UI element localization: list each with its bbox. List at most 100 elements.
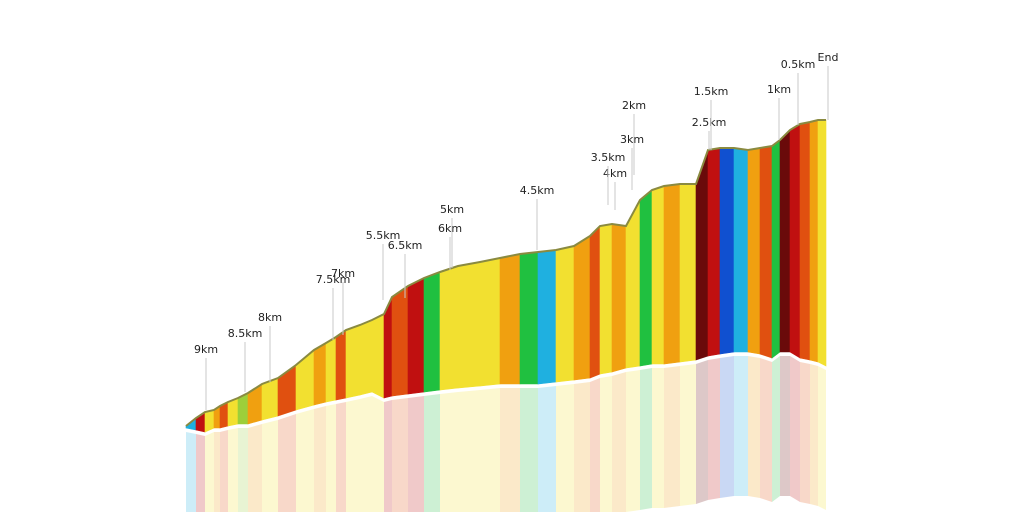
profile-segment — [707, 147, 721, 357]
profile-segment — [651, 185, 665, 365]
profile-reflection-segment — [696, 360, 708, 504]
profile-segment — [779, 129, 791, 353]
profile-segment — [639, 189, 653, 367]
marker-label: 8.5km — [228, 327, 263, 340]
profile-segment — [204, 409, 215, 433]
profile-segment — [733, 147, 749, 353]
profile-reflection-segment — [296, 409, 314, 512]
profile-reflection-segment — [590, 378, 600, 512]
profile-reflection-segment — [626, 370, 640, 512]
profile-segment — [325, 336, 337, 403]
profile-reflection-segment — [810, 364, 818, 506]
profile-reflection-segment — [520, 388, 538, 512]
profile-reflection-segment — [720, 356, 734, 498]
profile-reflection-segment — [248, 424, 262, 512]
profile-reflection-segment — [790, 356, 800, 502]
profile-reflection-segment — [600, 376, 612, 512]
profile-segment — [573, 235, 591, 381]
profile-segment — [359, 319, 373, 396]
profile-reflection-segment — [424, 394, 440, 512]
profile-reflection-segment — [760, 358, 772, 502]
profile-segment — [247, 383, 263, 425]
marker-label: 7.5km — [316, 273, 351, 286]
profile-reflection-segment — [408, 396, 424, 512]
profile-segment — [457, 261, 481, 389]
profile-reflection-segment — [186, 432, 196, 512]
profile-reflection-segment — [818, 366, 826, 510]
marker-label: 1km — [767, 83, 791, 96]
profile-segment — [295, 349, 315, 411]
profile-reflection-segment — [640, 368, 652, 510]
marker-label: 1.5km — [694, 85, 729, 98]
marker-label: 4.5km — [520, 184, 555, 197]
profile-reflection-segment — [238, 428, 248, 512]
profile-segment — [611, 223, 627, 373]
profile-reflection-segment — [372, 396, 384, 512]
profile-segment — [499, 253, 521, 385]
profile-reflection-segment — [538, 386, 556, 512]
profile-reflection-segment — [652, 368, 664, 508]
profile-segment — [789, 123, 801, 359]
profile-reflection-segment — [574, 382, 590, 512]
marker-label: 5km — [440, 203, 464, 216]
profile-segment — [589, 225, 601, 379]
profile-segment — [423, 271, 441, 393]
profile-segment — [439, 265, 459, 391]
profile-reflection-segment — [278, 414, 296, 512]
marker-label: 3.5km — [591, 151, 626, 164]
profile-reflection-segment — [556, 384, 574, 512]
marker-label: 6.5km — [388, 239, 423, 252]
profile-segment — [391, 285, 409, 397]
profile-reflection-segment — [480, 388, 500, 512]
profile-segment — [759, 145, 773, 359]
marker-label: 8km — [258, 311, 282, 324]
profile-reflection — [186, 356, 826, 512]
marker-label: 5.5km — [366, 229, 401, 242]
profile-reflection-segment — [262, 420, 278, 512]
profile-reflection-segment — [228, 428, 238, 512]
profile-reflection-segment — [612, 372, 626, 512]
profile-surface — [185, 119, 827, 433]
marker-label: 9km — [194, 343, 218, 356]
profile-reflection-segment — [336, 402, 346, 512]
profile-segment — [771, 139, 781, 359]
profile-reflection-segment — [748, 356, 760, 498]
profile-segment — [555, 245, 575, 383]
profile-segment — [519, 251, 539, 385]
profile-reflection-segment — [360, 396, 372, 512]
profile-reflection-segment — [800, 362, 810, 504]
profile-segment — [371, 313, 385, 399]
profile-segment — [817, 119, 827, 367]
profile-segment — [625, 199, 641, 369]
marker-label: 2.5km — [692, 116, 727, 129]
profile-segment — [313, 342, 327, 406]
profile-segment — [407, 277, 425, 395]
profile-segment — [663, 183, 681, 365]
profile-segment — [679, 183, 697, 363]
profile-reflection-segment — [314, 406, 326, 512]
profile-reflection-segment — [734, 356, 748, 496]
profile-segment — [335, 329, 347, 401]
marker-label: 6km — [438, 222, 462, 235]
profile-reflection-segment — [458, 390, 480, 512]
profile-reflection-segment — [384, 400, 392, 512]
profile-reflection-segment — [392, 398, 408, 512]
profile-reflection-segment — [196, 434, 205, 512]
marker-label: 4km — [603, 167, 627, 180]
marker-label: 7km — [331, 267, 355, 280]
profile-segment — [261, 377, 279, 421]
profile-reflection-segment — [680, 364, 696, 506]
profile-segment — [719, 147, 735, 355]
marker-label: 3km — [620, 133, 644, 146]
profile-reflection-segment — [500, 388, 520, 512]
profile-segment — [799, 121, 811, 361]
profile-reflection-segment — [780, 356, 790, 496]
profile-segment — [537, 249, 557, 385]
profile-reflection-segment — [440, 392, 458, 512]
profile-reflection-segment — [708, 358, 720, 500]
profile-reflection-segment — [214, 432, 220, 512]
marker-label: 2km — [622, 99, 646, 112]
